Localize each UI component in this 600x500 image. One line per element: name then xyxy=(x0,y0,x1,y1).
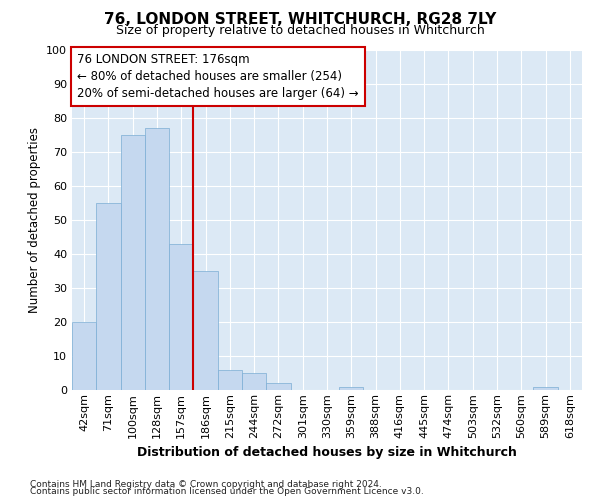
Bar xyxy=(218,370,242,390)
Bar xyxy=(72,322,96,390)
Text: Contains HM Land Registry data © Crown copyright and database right 2024.: Contains HM Land Registry data © Crown c… xyxy=(30,480,382,489)
Text: 76, LONDON STREET, WHITCHURCH, RG28 7LY: 76, LONDON STREET, WHITCHURCH, RG28 7LY xyxy=(104,12,496,28)
Bar xyxy=(266,383,290,390)
Bar xyxy=(145,128,169,390)
Bar xyxy=(121,135,145,390)
Bar xyxy=(339,386,364,390)
Bar xyxy=(169,244,193,390)
Text: 76 LONDON STREET: 176sqm
← 80% of detached houses are smaller (254)
20% of semi-: 76 LONDON STREET: 176sqm ← 80% of detach… xyxy=(77,54,359,100)
Bar xyxy=(96,203,121,390)
Bar xyxy=(242,373,266,390)
Bar xyxy=(533,386,558,390)
Y-axis label: Number of detached properties: Number of detached properties xyxy=(28,127,41,313)
Bar xyxy=(193,271,218,390)
Text: Size of property relative to detached houses in Whitchurch: Size of property relative to detached ho… xyxy=(116,24,484,37)
X-axis label: Distribution of detached houses by size in Whitchurch: Distribution of detached houses by size … xyxy=(137,446,517,459)
Text: Contains public sector information licensed under the Open Government Licence v3: Contains public sector information licen… xyxy=(30,488,424,496)
